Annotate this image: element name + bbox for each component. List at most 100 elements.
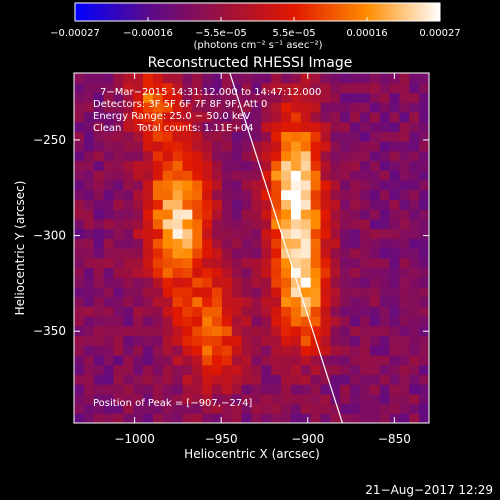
heatmap-cell xyxy=(221,413,233,423)
heatmap-cell xyxy=(143,141,154,152)
heatmap-cell xyxy=(212,179,223,191)
x-axis-label: Heliocentric X (arcsec) xyxy=(184,447,320,461)
heatmap-cell xyxy=(192,296,203,307)
heatmap-cell xyxy=(231,384,243,395)
heatmap-cell xyxy=(241,189,253,200)
heatmap-cell xyxy=(320,218,331,230)
heatmap-cell xyxy=(399,189,410,200)
heatmap-cell xyxy=(251,306,262,317)
heatmap-cell xyxy=(320,267,331,278)
heatmap-cell xyxy=(123,374,134,385)
y-tick-label: −250 xyxy=(33,133,66,147)
heatmap-cell xyxy=(192,316,203,327)
heatmap-cell xyxy=(212,277,223,288)
heatmap-cell xyxy=(202,189,213,200)
heatmap-cell xyxy=(310,248,322,259)
heatmap-cell xyxy=(271,306,282,317)
heatmap-cell xyxy=(389,218,401,230)
heatmap-cell xyxy=(251,393,262,405)
heatmap-cell xyxy=(241,160,253,171)
heatmap-cell xyxy=(409,384,420,395)
heatmap-cell xyxy=(300,403,312,414)
heatmap-cell xyxy=(300,102,312,113)
heatmap-cell xyxy=(133,92,144,103)
heatmap-cell xyxy=(419,228,429,239)
heatmap-cell xyxy=(93,354,105,366)
heatmap-cell xyxy=(202,364,213,375)
heatmap-cell xyxy=(74,111,85,123)
heatmap-cell xyxy=(74,150,85,162)
heatmap-cell xyxy=(399,150,410,162)
heatmap-cell xyxy=(103,189,115,200)
x-tick-label: −850 xyxy=(378,432,411,446)
heatmap-cell xyxy=(419,364,429,375)
heatmap-cell xyxy=(152,111,164,123)
heatmap-cell xyxy=(93,238,105,249)
heatmap-cell xyxy=(290,345,302,356)
heatmap-cell xyxy=(113,354,124,366)
heatmap-cell xyxy=(300,160,312,171)
heatmap-cell xyxy=(379,121,391,132)
colorbar xyxy=(74,2,441,22)
heatmap-cell xyxy=(379,228,391,239)
heatmap-cell xyxy=(162,316,174,327)
heatmap-cell xyxy=(290,316,302,327)
heatmap-cell xyxy=(221,92,233,103)
heatmap-cell xyxy=(172,335,184,346)
heatmap-cell xyxy=(281,82,292,94)
heatmap-cell xyxy=(350,286,361,298)
heatmap-cell xyxy=(350,296,361,307)
heatmap-cell xyxy=(162,160,174,171)
heatmap-cell xyxy=(83,306,95,317)
heatmap-cell xyxy=(83,160,95,171)
heatmap-cell xyxy=(162,257,174,269)
heatmap-cell xyxy=(83,393,95,405)
heatmap-cell xyxy=(350,141,361,152)
heatmap-cell xyxy=(241,364,253,375)
heatmap-cell xyxy=(251,170,262,181)
heatmap-cell xyxy=(330,335,341,346)
heatmap-cell xyxy=(359,316,371,327)
heatmap-cell xyxy=(241,277,253,288)
heatmap-cell xyxy=(123,218,134,230)
heatmap-cell xyxy=(330,403,341,414)
heatmap-cell xyxy=(271,316,282,327)
colorbar-tick-label: 0.00016 xyxy=(346,28,387,39)
heatmap-cell xyxy=(113,316,124,327)
heatmap-cell xyxy=(103,296,115,307)
heatmap-cell xyxy=(182,82,193,94)
heatmap-cell xyxy=(143,384,154,395)
heatmap-cell xyxy=(320,92,331,103)
heatmap-cell xyxy=(152,296,164,307)
heatmap-cell xyxy=(212,257,223,269)
heatmap-cell xyxy=(103,199,115,210)
heatmap-cell xyxy=(261,403,272,414)
heatmap-cell xyxy=(281,179,292,191)
heatmap-cell xyxy=(123,189,134,200)
heatmap-cell xyxy=(172,170,184,181)
heatmap-cell xyxy=(281,257,292,269)
heatmap-cell xyxy=(261,131,272,142)
heatmap-cell xyxy=(133,413,144,423)
heatmap-cell xyxy=(93,209,105,220)
heatmap-cell xyxy=(192,218,203,230)
heatmap-cell xyxy=(340,374,351,385)
heatmap-cell xyxy=(221,150,233,162)
heatmap-cell xyxy=(152,306,164,317)
heatmap-cell xyxy=(300,325,312,337)
heatmap-cell xyxy=(379,296,391,307)
heatmap-cell xyxy=(281,218,292,230)
heatmap-cell xyxy=(330,374,341,385)
heatmap-cell xyxy=(300,218,312,230)
heatmap-cell xyxy=(330,364,341,375)
heatmap-cell xyxy=(369,296,381,307)
heatmap-cell xyxy=(320,131,331,142)
heatmap-cell xyxy=(182,92,193,103)
heatmap-cell xyxy=(241,73,253,84)
heatmap-cell xyxy=(172,364,184,375)
heatmap-cell xyxy=(300,384,312,395)
heatmap-cell xyxy=(290,170,302,181)
heatmap-cell xyxy=(340,228,351,239)
heatmap-cell xyxy=(93,92,105,103)
heatmap-cell xyxy=(290,296,302,307)
